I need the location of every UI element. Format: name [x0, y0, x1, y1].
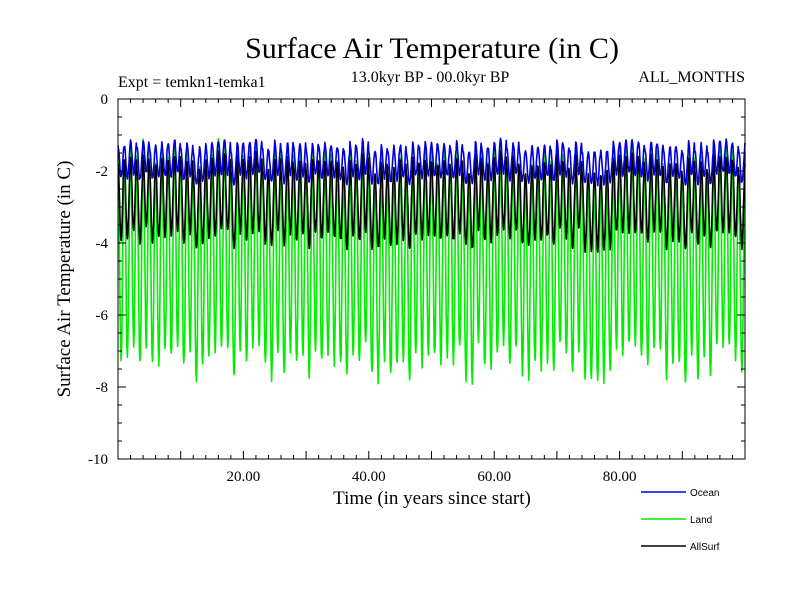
months-label: ALL_MONTHS — [638, 69, 745, 86]
y-tick-label: 0 — [101, 92, 109, 108]
chart-title: Surface Air Temperature (in C) — [245, 32, 619, 65]
legend-label-ocean: Ocean — [690, 488, 719, 499]
y-axis-label: Surface Air Temperature (in C) — [54, 161, 75, 398]
legend-label-land: Land — [690, 515, 712, 526]
y-tick-label: -6 — [96, 308, 109, 324]
legend-label-allsurf: AllSurf — [690, 542, 720, 553]
y-tick-label: -2 — [96, 164, 109, 180]
chart-subtitle: 13.0kyr BP - 00.0kyr BP — [351, 69, 510, 86]
series-line-ocean — [117, 137, 746, 187]
x-tick-label: 20.00 — [227, 469, 261, 485]
y-tick-label: -10 — [88, 452, 108, 468]
y-tick-label: -8 — [96, 380, 109, 396]
x-tick-label: 80.00 — [603, 469, 637, 485]
y-axis: 0 -2 -4 -6 -8 -10 — [88, 92, 745, 468]
series-line-allsurf — [117, 150, 746, 253]
x-tick-label: 60.00 — [477, 469, 511, 485]
x-axis: 20.00 40.00 60.00 80.00 — [130, 99, 733, 485]
x-axis-label: Time (in years since start) — [333, 488, 531, 509]
legend: Ocean Land AllSurf — [641, 488, 720, 553]
x-tick-label: 40.00 — [352, 469, 386, 485]
experiment-label: Expt = temkn1-temka1 — [118, 74, 266, 91]
y-tick-label: -4 — [96, 236, 109, 252]
plot-series — [117, 137, 746, 385]
